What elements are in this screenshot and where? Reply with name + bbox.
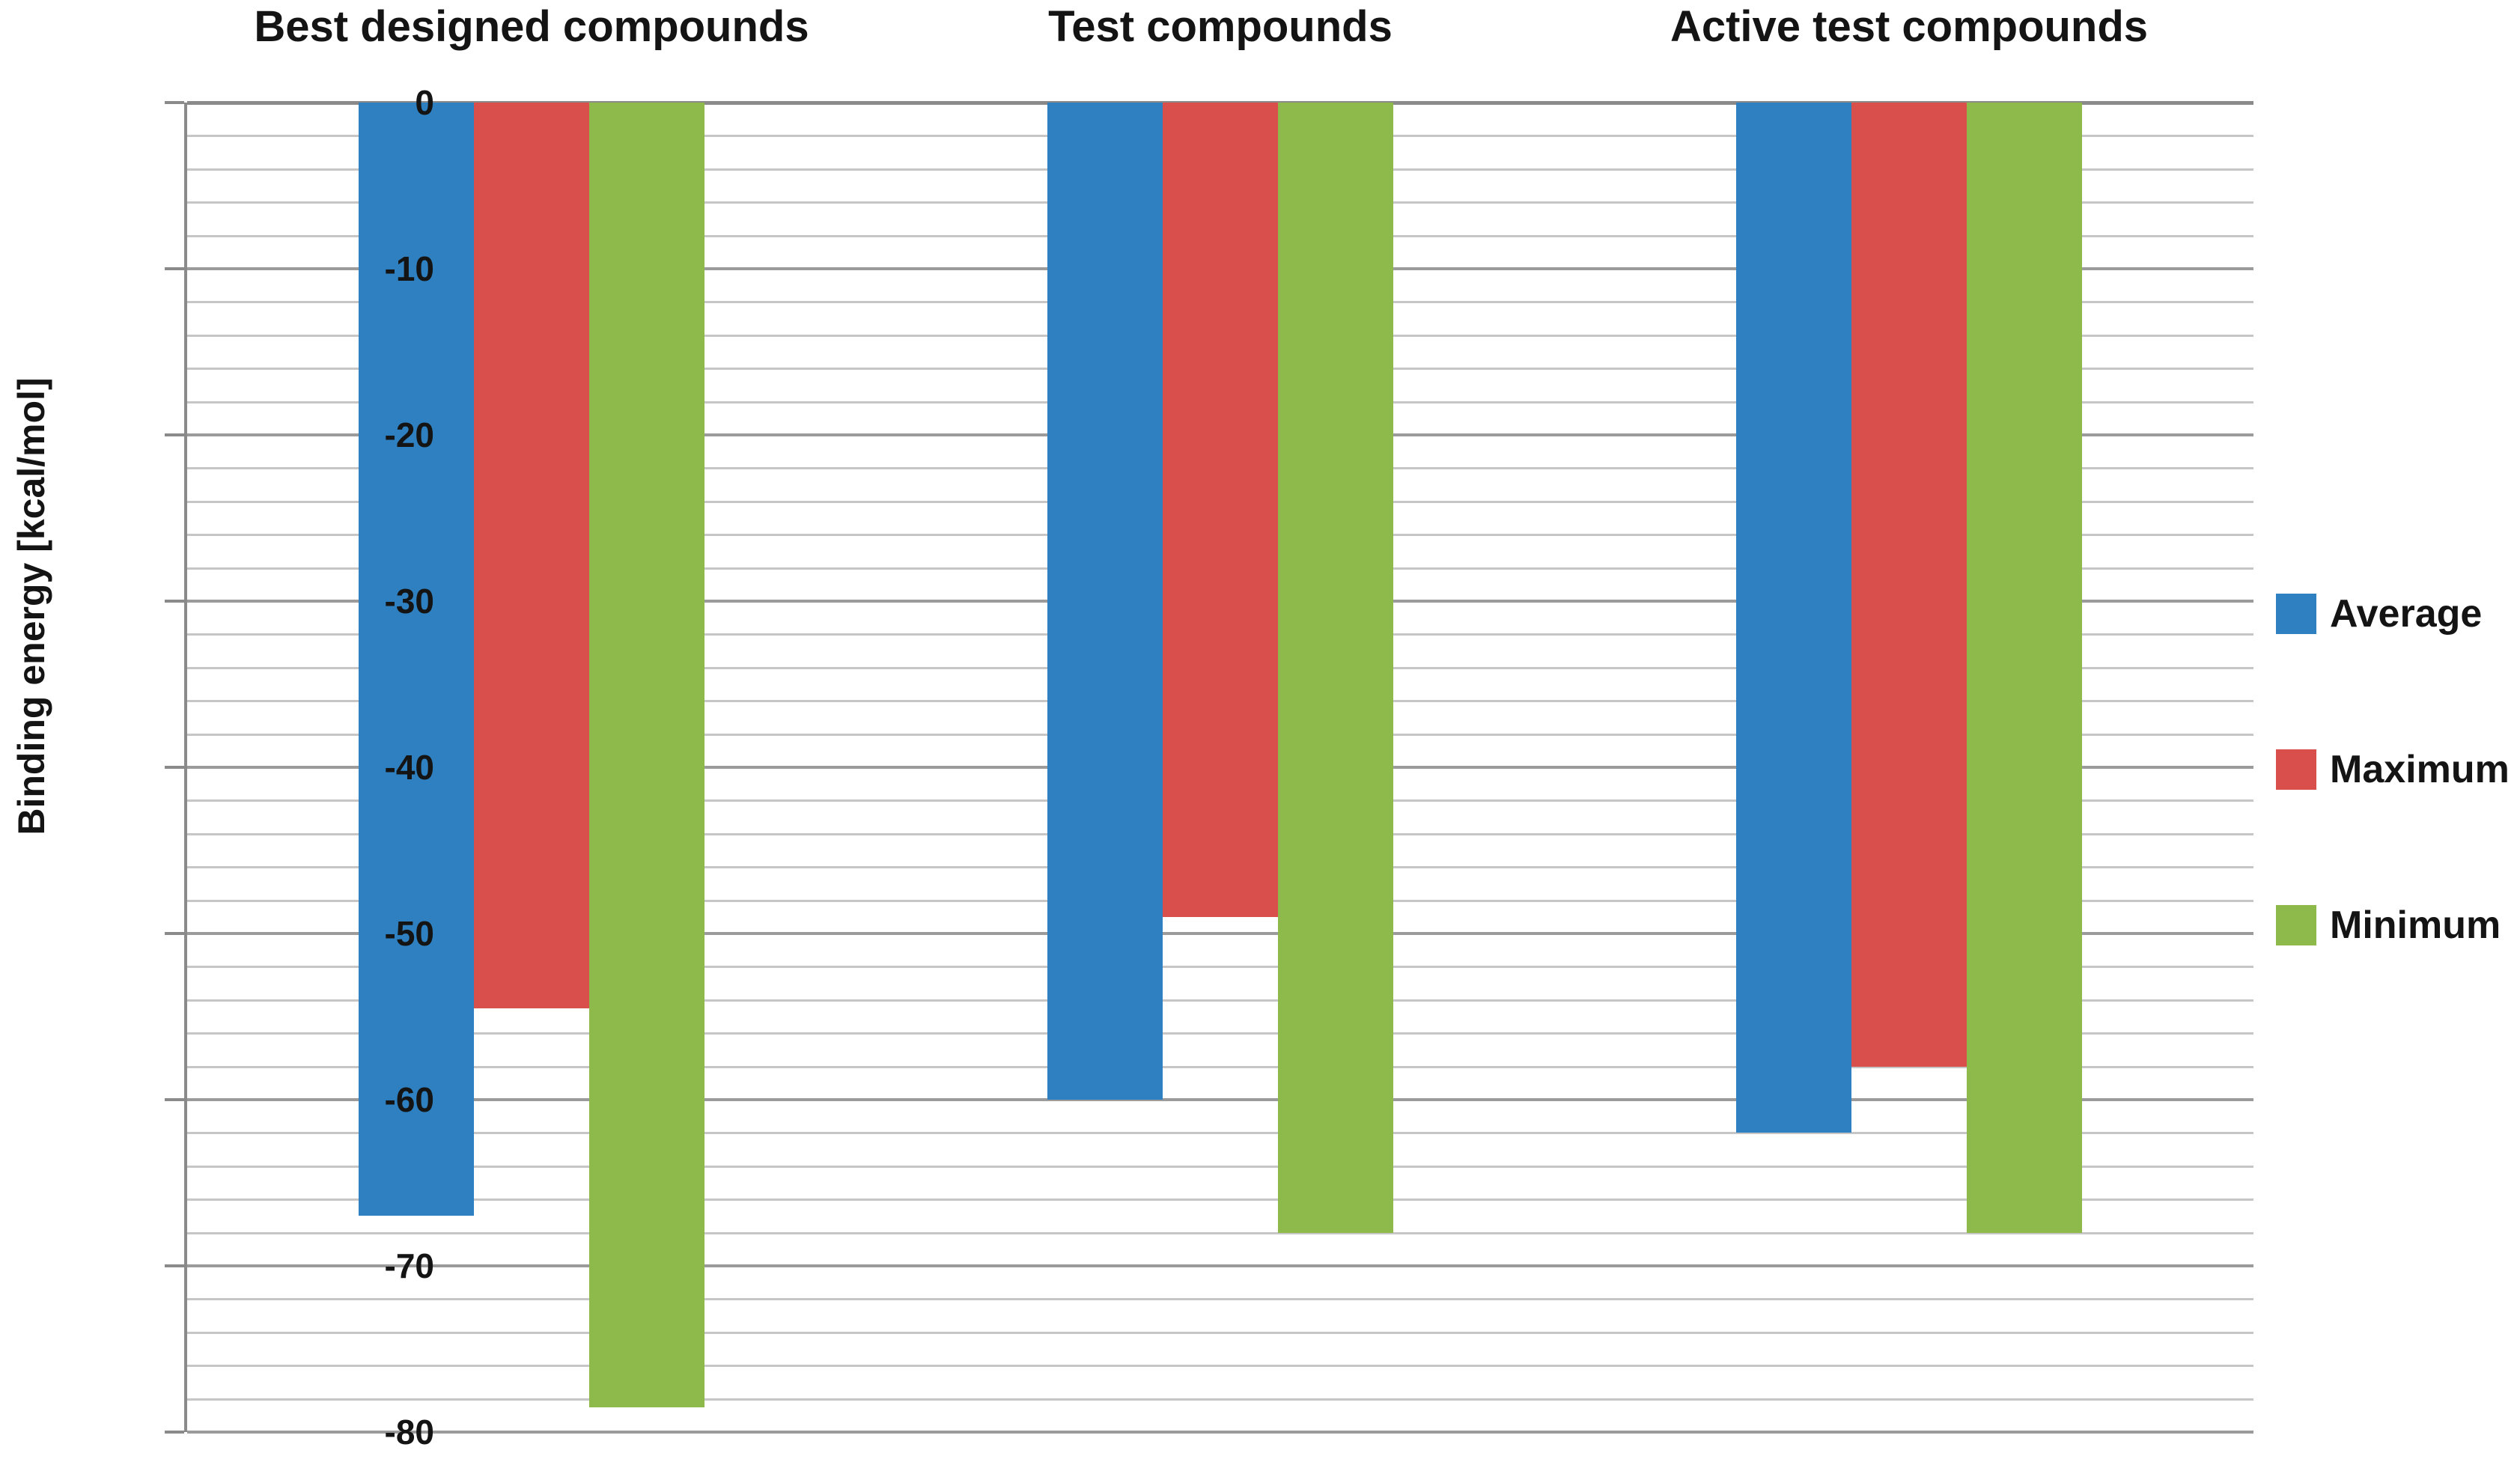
bar-minimum-category-1 — [589, 103, 704, 1407]
y-axis-tick — [165, 101, 184, 104]
minor-gridline — [187, 1198, 2253, 1201]
minor-gridline — [187, 1231, 2253, 1234]
y-axis-line — [184, 103, 187, 1432]
bar-maximum-category-3 — [1851, 103, 1967, 1067]
y-axis-tick — [165, 766, 184, 769]
bar-maximum-category-2 — [1163, 103, 1278, 917]
y-tick-label: -20 — [384, 415, 434, 454]
y-tick-label: -50 — [384, 914, 434, 953]
y-tick-label: -60 — [384, 1080, 434, 1119]
minor-gridline — [187, 1165, 2253, 1168]
legend-swatch-icon — [2276, 905, 2316, 945]
bar-average-category-2 — [1047, 103, 1163, 1100]
legend-label: Average — [2330, 592, 2483, 636]
major-gridline — [187, 1098, 2253, 1101]
legend-swatch-icon — [2276, 749, 2316, 790]
legend-item: Average — [2276, 591, 2510, 636]
plot-area — [165, 101, 2253, 1434]
minor-gridline — [187, 1132, 2253, 1135]
y-tick-label: -10 — [384, 249, 434, 288]
y-axis-tick — [165, 1431, 184, 1434]
legend-label: Minimum — [2330, 904, 2501, 947]
major-gridline — [187, 932, 2253, 935]
minor-gridline — [187, 1331, 2253, 1334]
y-axis-tick — [165, 1098, 184, 1101]
bar-maximum-category-1 — [474, 103, 589, 1008]
major-gridline — [187, 1431, 2253, 1434]
minor-gridline — [187, 966, 2253, 969]
minor-gridline — [187, 1032, 2253, 1035]
category-title: Active test compounds — [1670, 2, 2149, 51]
category-title: Test compounds — [1048, 2, 1393, 51]
y-axis-tick — [165, 1264, 184, 1267]
minor-gridline — [187, 1065, 2253, 1068]
y-axis-tick — [165, 433, 184, 436]
y-tick-label: -70 — [384, 1246, 434, 1285]
y-tick-label: -80 — [384, 1413, 434, 1452]
bar-average-category-1 — [359, 103, 474, 1216]
bar-minimum-category-3 — [1967, 103, 2082, 1233]
y-axis-tick — [165, 932, 184, 935]
legend-swatch-icon — [2276, 594, 2316, 634]
major-gridline — [187, 1264, 2253, 1267]
y-axis-tick — [165, 267, 184, 270]
category-title: Best designed compounds — [254, 2, 809, 51]
bar-minimum-category-2 — [1278, 103, 1393, 1233]
y-tick-label: -30 — [384, 582, 434, 621]
minor-gridline — [187, 999, 2253, 1002]
y-tick-label: 0 — [415, 83, 434, 122]
legend-item: Minimum — [2276, 903, 2510, 948]
bar-average-category-3 — [1736, 103, 1851, 1133]
minor-gridline — [187, 1298, 2253, 1301]
y-axis-tick — [165, 600, 184, 603]
y-axis-title: Binding energy [kcal/mol] — [10, 377, 52, 835]
y-tick-label: -40 — [384, 748, 434, 787]
legend-label: Maximum — [2330, 748, 2510, 791]
legend-item: Maximum — [2276, 747, 2510, 792]
minor-gridline — [187, 1398, 2253, 1401]
minor-gridline — [187, 1365, 2253, 1368]
legend: Average Maximum Minimum — [2276, 591, 2510, 1059]
